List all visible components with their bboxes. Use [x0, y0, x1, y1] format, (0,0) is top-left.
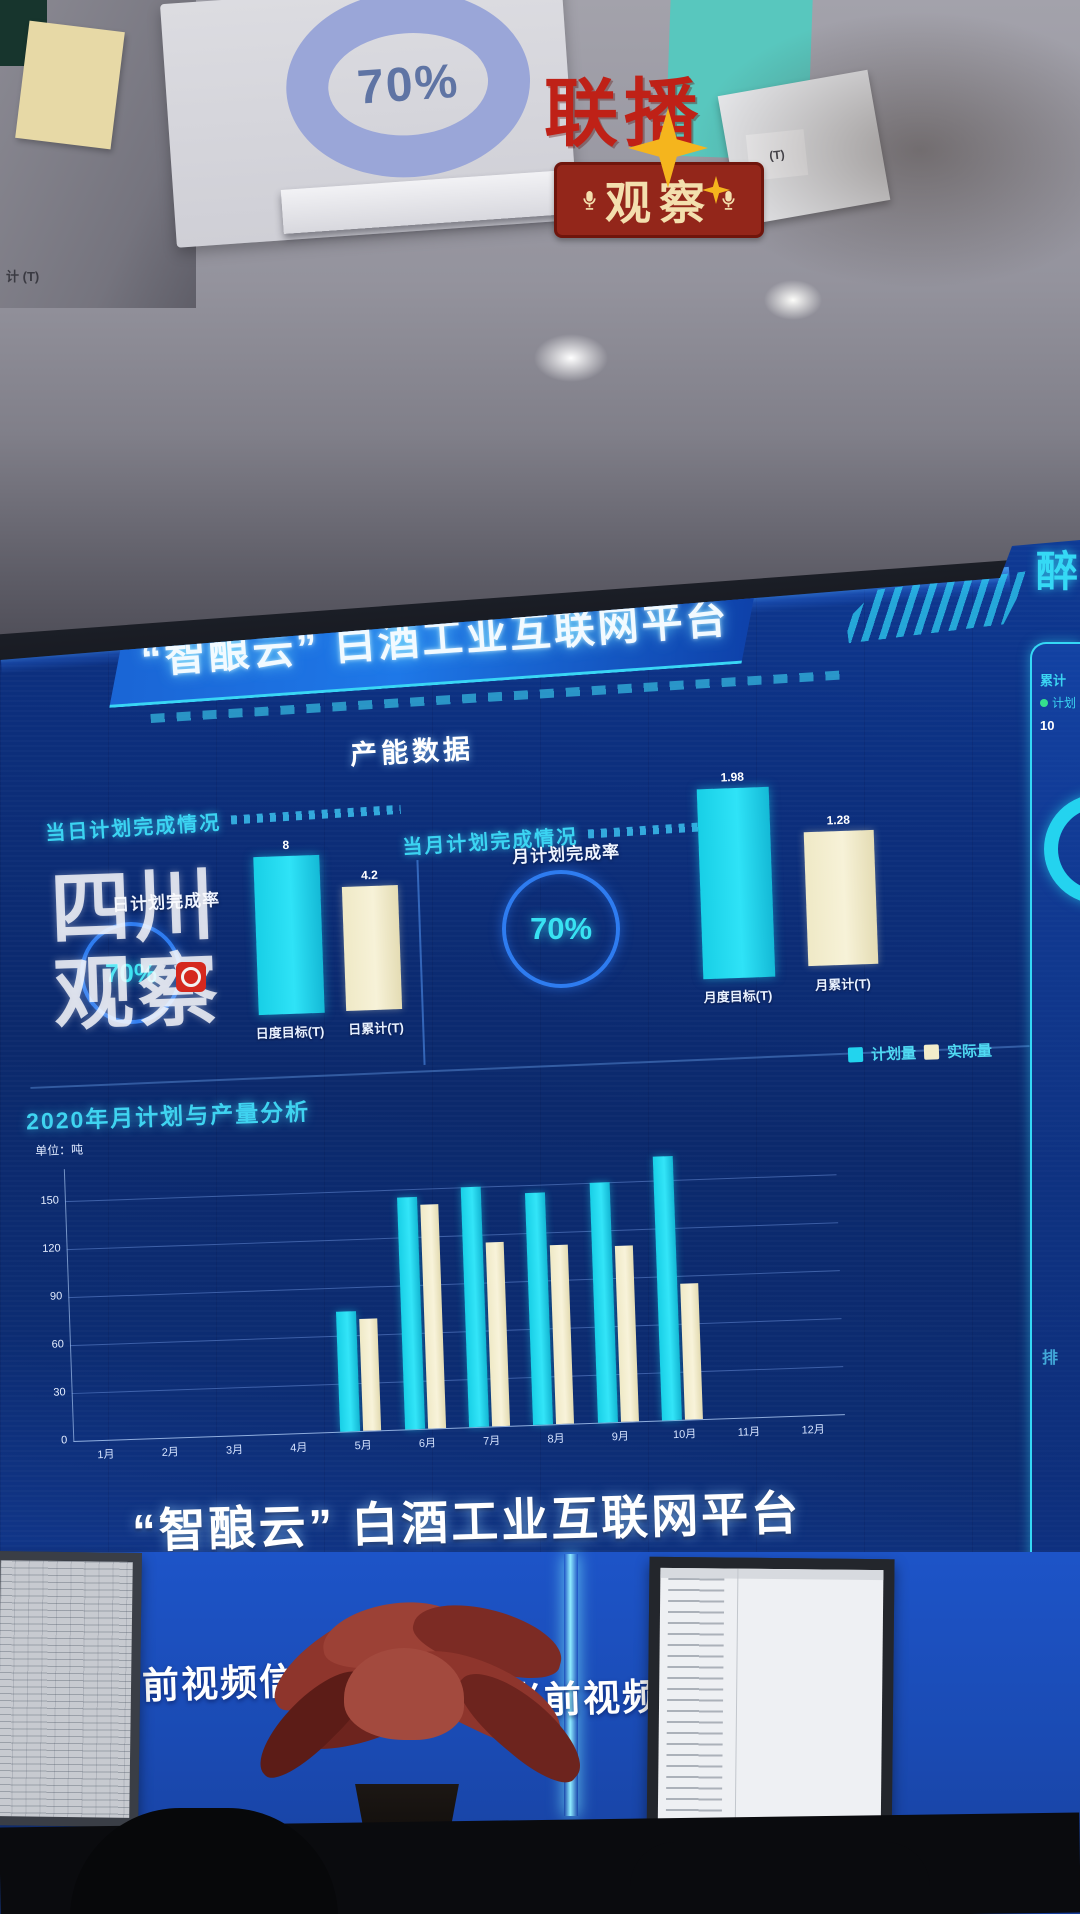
- actual-bar: [485, 1241, 511, 1427]
- chart-unit-label: 单位：吨: [34, 1142, 84, 1159]
- y-tick-label: 150: [40, 1194, 60, 1208]
- plan-bar: [336, 1311, 361, 1432]
- led-dashboard-wall: “智酿云” 白酒工业互联网平台 醉 产能数据 当日计划完成情况 日计划完成率 7…: [0, 540, 1080, 1565]
- daily-panel-header: 当日计划完成情况: [44, 795, 401, 846]
- x-tick-label: 1月: [97, 1448, 115, 1462]
- watermark-line1: 四川: [48, 859, 220, 954]
- chart-plot-area: 0 30 60 90 120 150 1月 2月 3月 4月 5月 6月 7月 8月 9月 10月 11月 12月: [40, 1142, 845, 1461]
- y-tick-label: 120: [42, 1242, 61, 1255]
- x-tick-label: 11月: [737, 1426, 761, 1439]
- plan-bar: [460, 1186, 490, 1428]
- left-monitor-screen: [0, 1560, 133, 1818]
- control-room: 前视频信号弱 当前视频信: [0, 1550, 1080, 1914]
- chart-title: 2020年月计划与产量分析: [25, 1098, 311, 1135]
- grid-line: [68, 1270, 840, 1299]
- monthly-actual-value: 1.28: [826, 812, 851, 828]
- legend-swatch-actual: [923, 1044, 940, 1060]
- side-panel-donut: [1044, 794, 1080, 904]
- ceiling-light: [534, 334, 608, 382]
- x-tick-label: 8月: [547, 1432, 565, 1446]
- daily-plan-bar-label: 日度目标(T): [255, 1023, 325, 1042]
- ceiling-light: [764, 280, 822, 320]
- x-tick-label: 9月: [611, 1430, 630, 1444]
- section-title: 产能数据: [349, 733, 475, 771]
- legend-label-actual: 实际量: [946, 1042, 993, 1062]
- x-tick-label: 3月: [225, 1444, 244, 1457]
- tree-panel: [657, 1567, 739, 1847]
- monthly-actual-bar: 1.28: [803, 813, 879, 967]
- plant-leaf: [344, 1648, 464, 1740]
- monthly-plan-bar: 1.98: [696, 770, 776, 980]
- y-tick-label: 90: [49, 1290, 63, 1303]
- ceiling-shadow: [690, 10, 1080, 290]
- monthly-production-chart: 2020年月计划与产量分析 单位：吨 0 30 60 90 120 150 1月 2月 3月 4月…: [17, 1071, 870, 1492]
- daily-plan-bar: 8: [253, 838, 325, 1016]
- grid-line: [64, 1174, 837, 1203]
- monthly-plan-value: 1.98: [720, 769, 745, 785]
- plan-bar: [652, 1155, 682, 1421]
- x-tick-label: 12月: [801, 1423, 826, 1437]
- y-tick-label: 60: [51, 1338, 65, 1351]
- watermark-logo-badge: [176, 962, 206, 992]
- actual-bar: [550, 1244, 575, 1425]
- side-panel-value: 10: [1040, 718, 1055, 733]
- monthly-plan-bar-label: 月度目标(T): [703, 987, 773, 1006]
- plan-bar: [525, 1192, 554, 1425]
- side-panel-title: 累计: [1040, 673, 1067, 688]
- daily-plan-value: 8: [282, 837, 290, 853]
- adjacent-screen-title: 醉: [1036, 548, 1079, 595]
- daily-actual-bar: 4.2: [341, 868, 403, 1011]
- watermark-line2: 观察: [51, 945, 223, 1040]
- logo-text-bottom: 观察: [605, 177, 713, 229]
- channel-logo: 联播 观察: [540, 48, 790, 248]
- chart-legend: 计划量 实际量: [847, 1039, 993, 1065]
- side-panel-lower-label: 排: [1042, 1350, 1059, 1367]
- monthly-rate-value: 70%: [529, 911, 593, 946]
- yellow-panel: [15, 20, 125, 150]
- header-ticks: [230, 804, 401, 825]
- actual-bar: [359, 1318, 382, 1431]
- right-monitor-screen: [657, 1567, 884, 1849]
- right-monitor: [646, 1556, 895, 1860]
- projector-percent-value: 70%: [355, 54, 461, 115]
- daily-actual-bar-label: 日累计(T): [347, 1020, 405, 1037]
- microphone-icon: [583, 190, 596, 210]
- daily-header-text: 当日计划完成情况: [44, 812, 222, 846]
- legend-label-plan: 计划量: [870, 1045, 917, 1064]
- x-tick-label: 2月: [161, 1446, 180, 1459]
- right-edge-panel: 累计 计划 10 排: [1030, 642, 1080, 1562]
- actual-bar: [419, 1204, 446, 1429]
- grid-line: [71, 1366, 844, 1395]
- x-tick-label: 4月: [290, 1441, 308, 1455]
- x-tick-label: 10月: [672, 1428, 697, 1442]
- logo-badge: 观察: [554, 162, 764, 238]
- left-screen-label: 计 (T): [6, 269, 40, 284]
- actual-bar: [680, 1283, 703, 1420]
- x-tick-label: 6月: [418, 1437, 437, 1450]
- panel-divider: [416, 860, 426, 1065]
- monthly-rate-donut: 70%: [502, 870, 620, 988]
- x-tick-label: 7月: [482, 1435, 501, 1448]
- y-tick-label: 30: [53, 1386, 66, 1399]
- ceiling: 计 (T) 70% (T): [0, 0, 1080, 700]
- microphone-icon: [722, 190, 735, 210]
- side-panel-legend: 计划: [1040, 694, 1076, 711]
- y-tick-label: 0: [60, 1434, 68, 1447]
- grid-line: [66, 1222, 839, 1251]
- actual-bar: [614, 1245, 639, 1422]
- legend-swatch-plan: [847, 1046, 864, 1063]
- y-axis-line: [63, 1169, 75, 1442]
- daily-actual-value: 4.2: [360, 867, 379, 883]
- chair-silhouette: [630, 1842, 930, 1914]
- left-monitor: [0, 1550, 142, 1828]
- plan-bar: [589, 1182, 618, 1423]
- grid-line: [69, 1318, 842, 1347]
- daily-rate-value: 70%: [104, 957, 158, 988]
- monthly-rate-label: 月计划完成率: [511, 842, 621, 867]
- monthly-actual-bar-label: 月累计(T): [814, 976, 872, 993]
- sichuan-watermark: 四川 观察: [48, 859, 223, 1040]
- projector-donut-chart: 70%: [279, 0, 537, 186]
- x-tick-label: 5月: [354, 1439, 372, 1453]
